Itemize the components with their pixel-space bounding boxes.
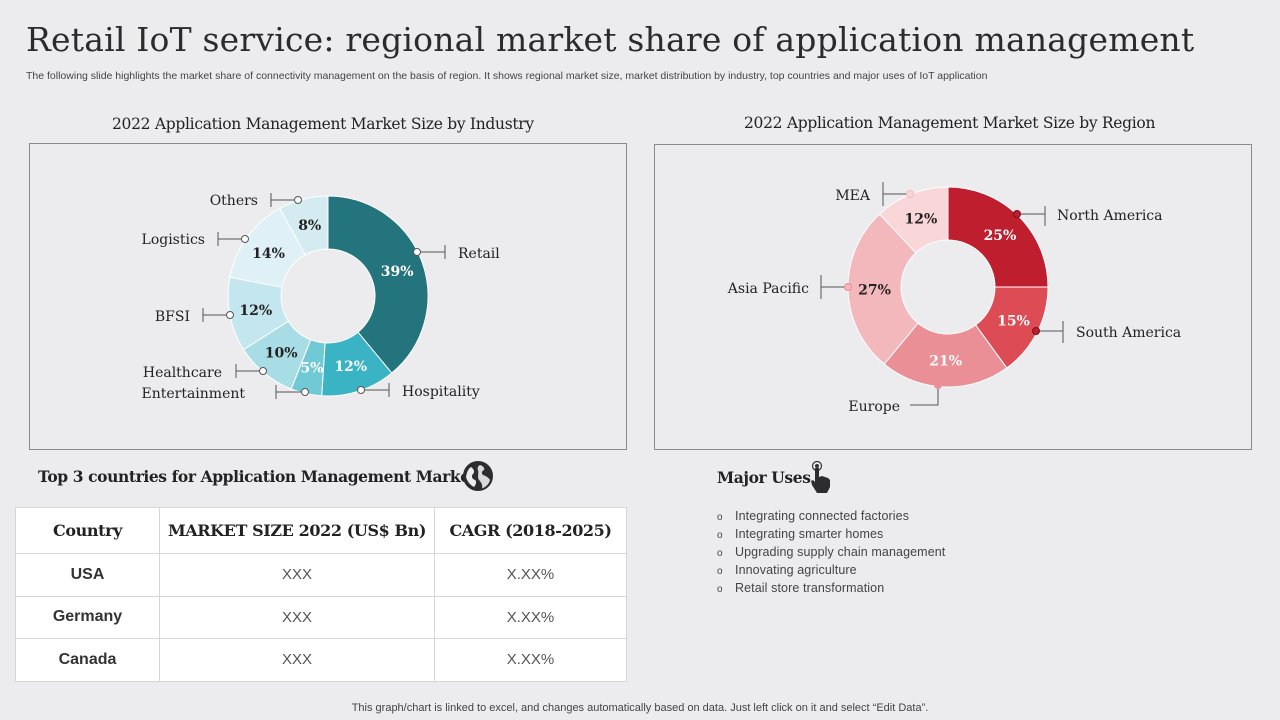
leader-dot-asia-pacific	[844, 283, 852, 291]
category-label-north-america: North America	[1057, 208, 1163, 224]
country-cell: Germany	[15, 595, 160, 639]
list-item-text: Integrating connected factories	[735, 509, 910, 523]
countries-table: Country MARKET SIZE 2022 (US$ Bn) CAGR (…	[15, 507, 627, 682]
category-label-others: Others	[210, 193, 258, 209]
industry-donut-chart: 39% 12% 5%10% 12% 14% 8% Retail Hospitality Ente…	[141, 193, 500, 402]
leader-dot-others	[294, 196, 302, 204]
donut-slice-retail	[327, 195, 429, 374]
donut-slice-north-america	[947, 186, 1049, 288]
leader-dot-healthcare	[259, 367, 267, 375]
category-label-asia-pacific: Asia Pacific	[727, 281, 809, 297]
donut-slice-asia-pacific	[847, 213, 919, 365]
category-label-logistics: Logistics	[142, 232, 205, 248]
category-label-mea: MEA	[835, 188, 871, 204]
header-country: Country	[15, 507, 160, 554]
leader-dot-bfsi	[226, 311, 234, 319]
list-item-text: Upgrading supply chain management	[735, 545, 946, 559]
region-chart-panel: 25% 15% 21% 27% 12% North America South Americ…	[654, 144, 1252, 450]
category-label-healthcare: Healthcare	[143, 365, 222, 381]
countries-section-title: Top 3 countries for Application Manageme…	[38, 467, 477, 486]
donut-slice-mea	[878, 186, 949, 254]
industry-chart-panel: 39% 12% 5% 10% 12% 14% 8% Retail Hospitality Ente…	[29, 143, 627, 450]
table-row: Germany XXX X.XX%	[15, 595, 627, 639]
leader-dot-logistics	[241, 235, 249, 243]
leader-dot-retail	[413, 248, 421, 256]
category-label-hospitality: Hospitality	[402, 384, 480, 400]
leader-line-europe	[910, 385, 939, 406]
header-cagr: CAGR (2018-2025)	[434, 507, 627, 554]
category-label-retail: Retail	[458, 246, 500, 262]
major-uses-list: o Integrating connected factories o Integr…	[717, 508, 945, 598]
table-row: Canada XXX X.XX%	[15, 638, 627, 682]
value-label-bfsi: 12%	[239, 303, 272, 319]
leader-dot-europe	[934, 381, 942, 389]
globe-icon	[463, 461, 493, 491]
value-label-europe: 21%	[929, 353, 962, 369]
table-row: USA XXX X.XX%	[15, 553, 627, 597]
bullet-marker: o	[717, 530, 723, 541]
value-label-entertainment: 5%	[300, 361, 323, 377]
header-market-size: MARKET SIZE 2022 (US$ Bn)	[159, 507, 435, 554]
value-label-mea: 12%	[905, 212, 938, 228]
cagr-cell: X.XX%	[434, 638, 627, 682]
region-donut-chart: 25% 15% 21% 27% 12% North America South Americ…	[727, 182, 1181, 415]
value-label-hospitality: 12%	[334, 359, 367, 375]
category-label-entertainment: Entertainment	[141, 386, 245, 402]
cagr-cell: X.XX%	[434, 553, 627, 597]
country-cell: USA	[15, 553, 160, 597]
leader-dot-hospitality	[357, 386, 365, 394]
page-subtitle: The following slide highlights the marke…	[26, 70, 988, 82]
list-item-text: Retail store transformation	[735, 581, 885, 595]
value-label-healthcare: 10%	[265, 346, 298, 362]
country-cell: Canada	[15, 638, 160, 682]
market-size-cell: XXX	[159, 595, 435, 639]
list-item-text: Innovating agriculture	[735, 563, 857, 577]
region-chart-title: 2022 Application Management Market Size …	[744, 114, 1156, 132]
bullet-marker: o	[717, 512, 723, 523]
leader-dot-entertainment	[301, 388, 309, 396]
list-item: o Upgrading supply chain management	[717, 544, 945, 562]
leader-dot-south-america	[1032, 327, 1040, 335]
bullet-marker: o	[717, 566, 723, 577]
list-item-text: Integrating smarter homes	[735, 527, 884, 541]
bullet-marker: o	[717, 584, 723, 595]
value-label-others: 8%	[298, 218, 321, 234]
cagr-cell: X.XX%	[434, 595, 627, 639]
value-label-north-america: 25%	[984, 228, 1017, 244]
category-label-bfsi: BFSI	[155, 309, 190, 325]
value-label-asia-pacific: 27%	[858, 282, 891, 298]
uses-section-title: Major Uses	[717, 468, 811, 487]
category-label-south-america: South America	[1076, 325, 1181, 341]
category-label-europe: Europe	[848, 399, 900, 415]
footer-note: This graph/chart is linked to excel, and…	[351, 702, 929, 714]
value-label-logistics: 14%	[252, 246, 285, 262]
value-label-south-america: 15%	[997, 313, 1030, 329]
leader-dot-north-america	[1013, 210, 1021, 218]
list-item: o Innovating agriculture	[717, 562, 945, 580]
leader-dot-mea	[906, 190, 914, 198]
list-item: o Integrating connected factories	[717, 508, 945, 526]
list-item: o Retail store transformation	[717, 580, 945, 598]
table-header-row: Country MARKET SIZE 2022 (US$ Bn) CAGR (…	[15, 507, 627, 554]
market-size-cell: XXX	[159, 638, 435, 682]
market-size-cell: XXX	[159, 553, 435, 597]
industry-chart-title: 2022 Application Management Market Size …	[112, 115, 534, 133]
bullet-marker: o	[717, 548, 723, 559]
donut-slice-europe	[883, 322, 1008, 388]
value-label-retail: 39%	[381, 264, 414, 280]
list-item: o Integrating smarter homes	[717, 526, 945, 544]
pointer-hand-icon	[811, 460, 830, 493]
donut-slice-others	[279, 195, 329, 256]
page-title: Retail IoT service: regional market shar…	[26, 20, 1195, 59]
